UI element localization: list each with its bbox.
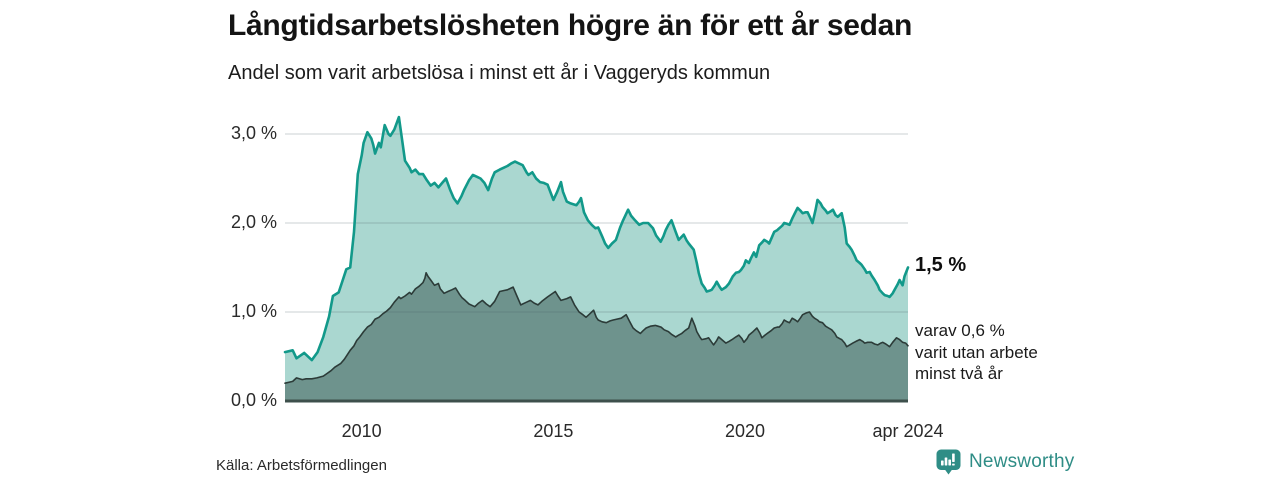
x-axis-tick-label: 2020 [725, 421, 766, 441]
y-axis-tick-label: 1,0 % [230, 301, 277, 321]
y-axis-tick-label: 3,0 % [230, 123, 277, 143]
two-year-annotation: varav 0,6 % varit utan arbete minst två … [915, 320, 1038, 385]
two-year-annotation-line: varav 0,6 % [915, 321, 1005, 340]
page-title: Långtidsarbetslösheten högre än för ett … [228, 9, 913, 42]
two-year-area [285, 272, 908, 401]
two-year-annotation-line: minst två år [915, 364, 1003, 383]
y-axis-tick-label: 0,0 % [230, 390, 277, 410]
x-axis-tick-label: 2015 [533, 421, 574, 441]
x-axis-tick-label: apr 2024 [872, 421, 944, 441]
source-caption: Källa: Arbetsförmedlingen [216, 457, 387, 474]
y-axis-tick-label: 2,0 % [230, 212, 277, 232]
total-line [283, 115, 910, 362]
two-year-line [284, 272, 909, 384]
x-axis-tick-label: 2010 [341, 421, 382, 441]
newsworthy-brand: Newsworthy [936, 449, 1074, 475]
newsworthy-logo-text: Newsworthy [969, 451, 1075, 472]
two-year-annotation-line: varit utan arbete [915, 342, 1038, 362]
chart-subtitle: Andel som varit arbetslösa i minst ett å… [228, 62, 771, 84]
latest-value-annotation: 1,5 % [915, 254, 967, 276]
y-axis-labels: 0,0 % 1,0 % 2,0 % 3,0 % [0, 0, 277, 480]
newsworthy-logo-icon [936, 449, 961, 475]
